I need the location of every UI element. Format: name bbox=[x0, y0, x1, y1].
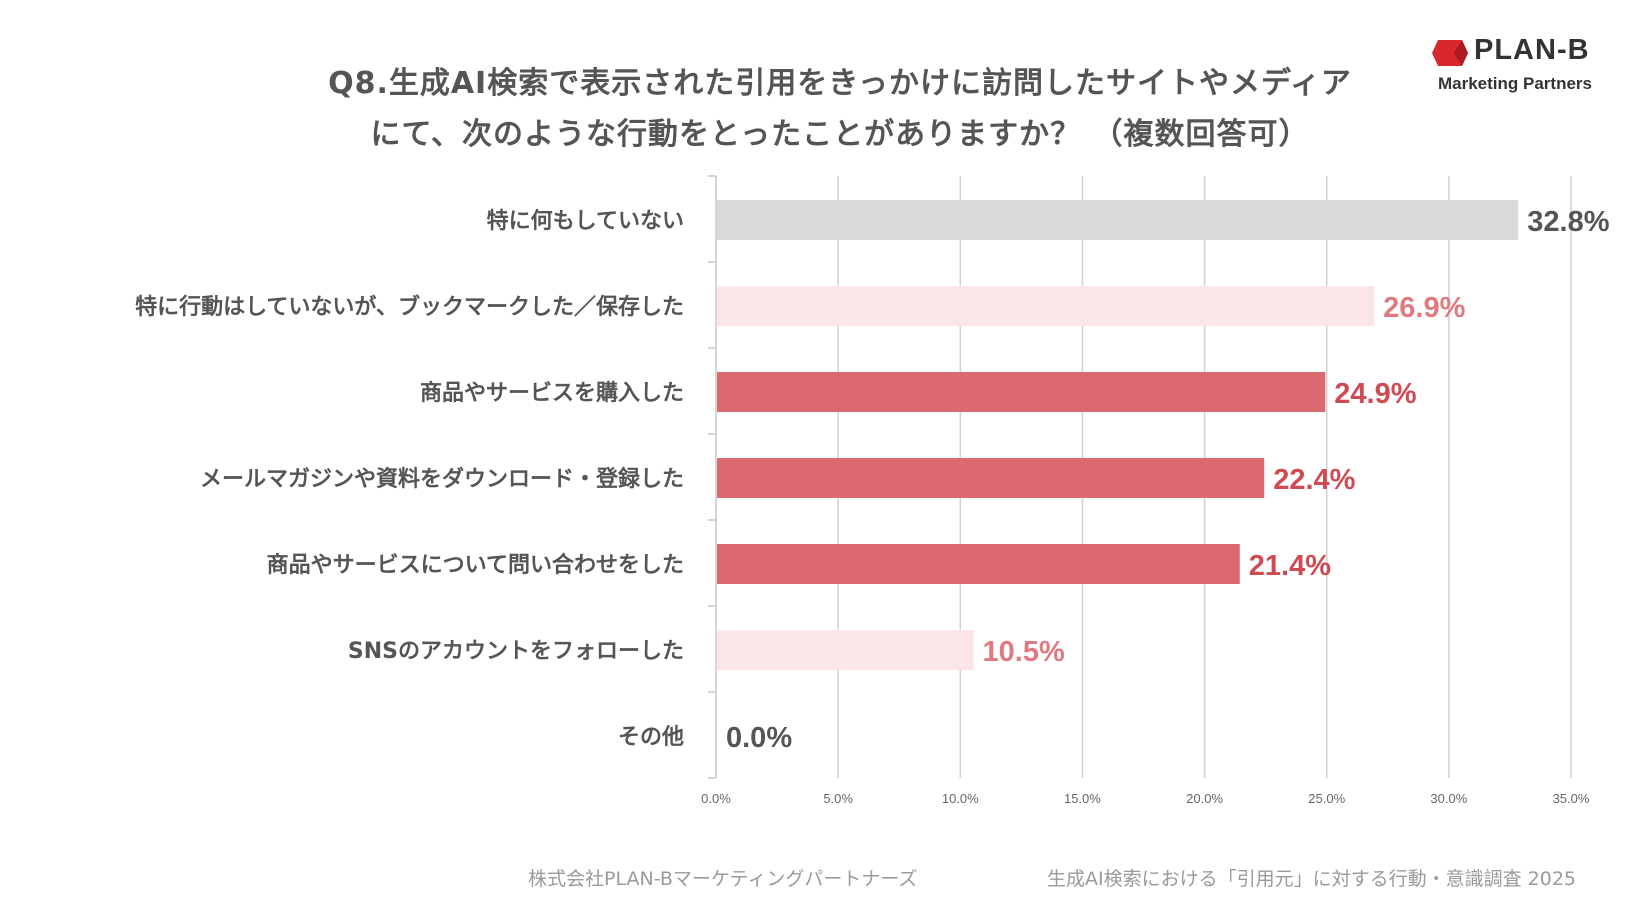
logo-mark-icon bbox=[1432, 40, 1468, 66]
x-tick-label: 30.0% bbox=[1430, 791, 1467, 806]
value-label: 22.4% bbox=[1273, 464, 1355, 496]
footer-company: 株式会社PLAN-Bマーケティングパートナーズ bbox=[528, 868, 918, 890]
x-tick-label: 10.0% bbox=[942, 791, 979, 806]
bar bbox=[717, 630, 974, 670]
x-tick-label: 20.0% bbox=[1186, 791, 1223, 806]
value-label: 21.4% bbox=[1249, 550, 1331, 582]
category-label: 特に何もしていない bbox=[487, 208, 684, 234]
category-label: 特に行動はしていないが、ブックマークした／保存した bbox=[135, 294, 684, 320]
category-label: 商品やサービスを購入した bbox=[420, 380, 684, 406]
x-tick-label: 25.0% bbox=[1308, 791, 1345, 806]
category-label: メールマガジンや資料をダウンロード・登録した bbox=[200, 466, 684, 492]
chart-title-line-2: にて、次のような行動をとったことがありますか？ （複数回答可） bbox=[370, 117, 1310, 152]
logo-name: PLAN-B bbox=[1474, 34, 1590, 66]
x-tick-label: 0.0% bbox=[701, 791, 731, 806]
bar bbox=[717, 200, 1519, 240]
x-tick-label: 35.0% bbox=[1553, 791, 1590, 806]
category-label: 商品やサービスについて問い合わせをした bbox=[267, 552, 684, 578]
logo-subtitle: Marketing Partners bbox=[1438, 74, 1592, 93]
bar bbox=[717, 372, 1326, 412]
category-label: その他 bbox=[618, 725, 684, 750]
value-label: 24.9% bbox=[1334, 378, 1416, 410]
x-tick-label: 5.0% bbox=[823, 791, 853, 806]
plan-b-logo: PLAN-B Marketing Partners bbox=[1432, 34, 1602, 98]
value-label: 0.0% bbox=[726, 722, 792, 754]
bar bbox=[717, 286, 1375, 326]
value-label: 10.5% bbox=[983, 636, 1065, 668]
category-label: SNSのアカウントをフォローした bbox=[348, 639, 684, 664]
bar bbox=[717, 544, 1240, 584]
bar bbox=[717, 458, 1265, 498]
value-label: 32.8% bbox=[1527, 206, 1609, 238]
value-label: 26.9% bbox=[1383, 292, 1465, 324]
chart-title-line-1: Q8.生成AI検索で表示された引用をきっかけに訪問したサイトやメディア bbox=[328, 66, 1352, 101]
x-tick-label: 15.0% bbox=[1064, 791, 1101, 806]
footer-survey-title: 生成AI検索における「引用元」に対する行動・意識調査 2025 bbox=[1047, 868, 1576, 890]
